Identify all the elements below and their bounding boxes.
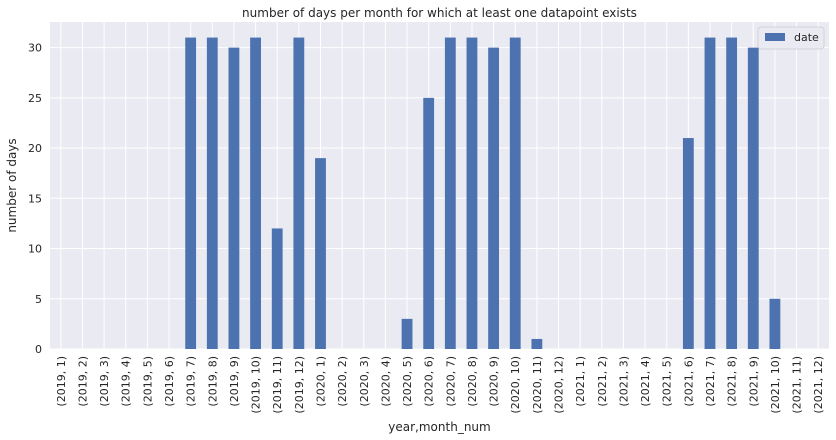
x-tick-label: (2019, 10): [250, 356, 263, 414]
x-axis-label: year,month_num: [388, 420, 490, 434]
x-tick-label: (2021, 4): [639, 356, 652, 407]
y-tick-label: 20: [28, 142, 42, 155]
x-tick-label: (2020, 8): [466, 356, 479, 407]
x-tick-label: (2019, 4): [120, 356, 133, 407]
bar: [315, 158, 326, 349]
chart-title: number of days per month for which at le…: [242, 6, 637, 20]
bar: [401, 318, 413, 349]
x-tick-label: (2019, 5): [141, 356, 154, 407]
bar: [747, 47, 759, 349]
bar: [704, 37, 716, 349]
x-tick-label: (2021, 8): [726, 356, 739, 407]
bar: [444, 37, 456, 349]
x-tick-label: (2019, 11): [271, 356, 284, 414]
y-tick-label: 10: [28, 243, 42, 256]
x-tick-label: (2021, 9): [747, 356, 760, 407]
x-tick-label: (2019, 7): [185, 356, 198, 407]
x-tick-label: (2021, 7): [704, 356, 717, 407]
x-tick-label: (2021, 5): [661, 356, 674, 407]
x-tick-label: (2019, 8): [206, 356, 219, 407]
x-tick-label: (2020, 1): [314, 356, 327, 407]
bar: [206, 37, 218, 349]
x-tick-label: (2020, 6): [423, 356, 436, 407]
y-tick-label: 15: [28, 192, 42, 205]
x-tick-label: (2020, 7): [444, 356, 457, 407]
bars: [185, 37, 781, 349]
bar: [228, 47, 240, 349]
x-tick-label: (2021, 10): [769, 356, 782, 414]
x-tick-label: (2020, 12): [553, 356, 566, 414]
x-tick-label: (2019, 12): [293, 356, 306, 414]
bar: [488, 47, 500, 349]
y-tick-labels: 0 5 10 15 20 25 30: [28, 42, 42, 356]
x-tick-label: (2021, 12): [812, 356, 825, 414]
x-tick-label: (2019, 3): [98, 356, 111, 407]
x-tick-labels: (2019, 1) (2019, 2) (2019, 3) (2019, 4) (201…: [55, 356, 825, 414]
x-tick-label: (2020, 4): [379, 356, 392, 407]
y-tick-label: 5: [35, 293, 42, 306]
bar: [531, 338, 543, 349]
x-tick-label: (2020, 5): [401, 356, 414, 407]
y-tick-label: 0: [35, 343, 42, 356]
x-tick-label: (2019, 9): [228, 356, 241, 407]
legend-box: [757, 26, 825, 50]
bar: [293, 37, 305, 349]
bar: [271, 228, 283, 349]
bar: [423, 97, 435, 349]
y-tick-label: 25: [28, 92, 42, 105]
x-tick-label: (2020, 3): [358, 356, 371, 407]
y-tick-label: 30: [28, 42, 42, 55]
x-tick-label: (2020, 10): [509, 356, 522, 414]
x-tick-label: (2019, 1): [55, 356, 68, 407]
y-axis-label: number of days: [5, 138, 19, 232]
bar: [185, 37, 197, 349]
x-tick-label: (2020, 11): [531, 356, 544, 414]
x-tick-label: (2020, 9): [488, 356, 501, 407]
legend-label: date: [794, 31, 819, 44]
legend-swatch: [765, 33, 785, 41]
x-tick-label: (2019, 6): [163, 356, 176, 407]
x-tick-label: (2021, 1): [574, 356, 587, 407]
bar: [509, 37, 521, 349]
x-tick-label: (2020, 2): [336, 356, 349, 407]
x-tick-label: (2021, 11): [791, 356, 804, 414]
x-tick-label: (2021, 3): [617, 356, 630, 407]
legend: date: [757, 26, 825, 50]
bar: [682, 138, 694, 349]
bar: [726, 37, 738, 349]
x-tick-label: (2021, 6): [682, 356, 695, 407]
bar: [250, 37, 261, 349]
x-tick-label: (2021, 2): [596, 356, 609, 407]
x-tick-label: (2019, 2): [76, 356, 89, 407]
plot-area: [50, 22, 829, 349]
bar: [466, 37, 478, 349]
bar: [769, 298, 781, 349]
